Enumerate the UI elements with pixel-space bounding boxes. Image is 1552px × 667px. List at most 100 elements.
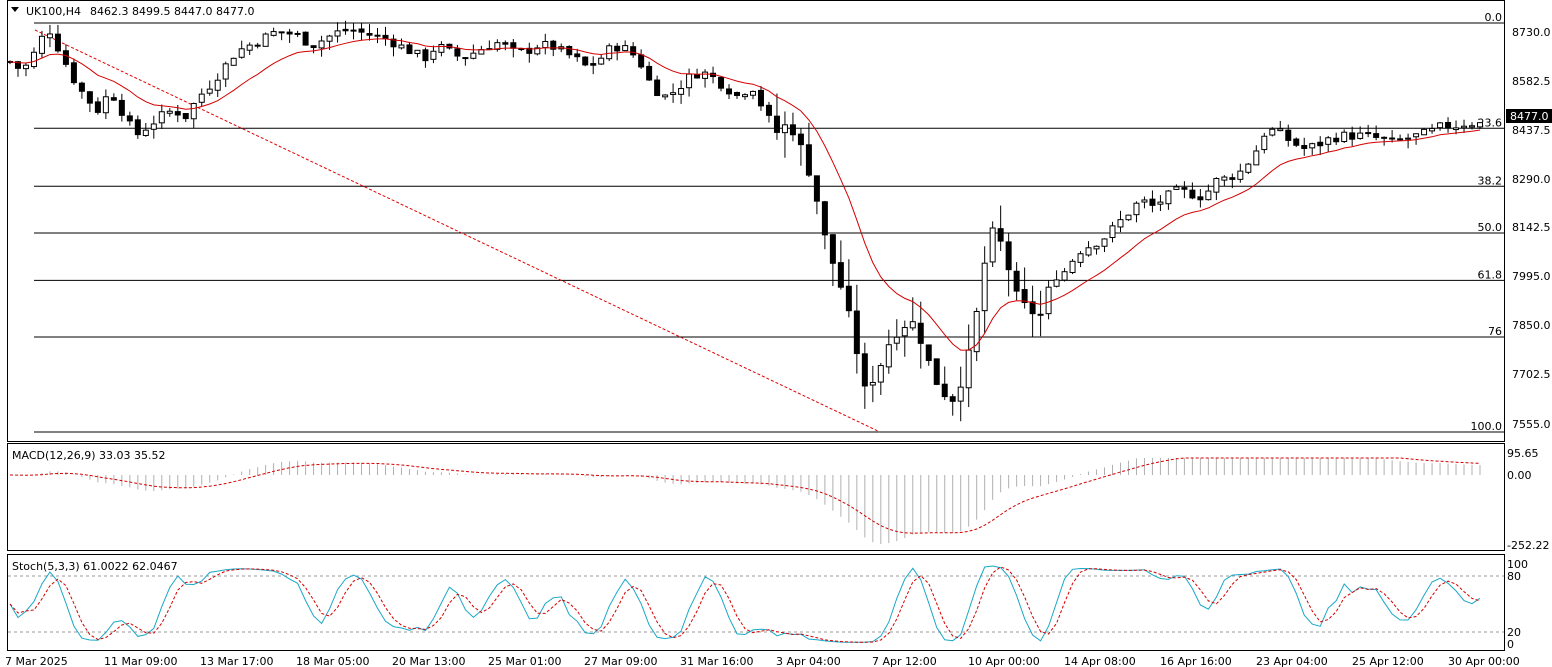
time-tick: 30 Apr 00:00 — [1448, 655, 1520, 667]
candle-body — [869, 381, 876, 386]
candle-body — [1189, 189, 1196, 199]
candle-body — [1093, 245, 1100, 250]
ohlc-values: 8462.3 8499.5 8447.0 8477.0 — [90, 5, 254, 18]
candle-body — [614, 45, 621, 52]
candle-body — [965, 349, 972, 389]
candle-body — [1309, 143, 1316, 149]
candle-body — [813, 175, 820, 202]
candle-body — [310, 45, 317, 49]
candle-body — [821, 201, 828, 236]
candle-body — [190, 102, 197, 120]
symbol-label[interactable]: UK100,H4 — [26, 5, 81, 18]
candle-body — [742, 94, 748, 98]
candle-body — [414, 49, 421, 55]
candle-body — [118, 99, 125, 116]
candle-body — [566, 46, 573, 56]
stoch-axis-tick: 0 — [1507, 638, 1514, 651]
price-axis[interactable]: 8730.0 8582.5 8437.5 8290.0 8142.5 7995.… — [1512, 26, 1551, 431]
candle-body — [574, 53, 581, 58]
candle-body — [142, 129, 149, 136]
current-price-tag — [1506, 109, 1552, 123]
candle-body — [949, 396, 956, 402]
candle-body — [422, 49, 429, 62]
candle-body — [1269, 128, 1276, 136]
price-tick: 7995.0 — [1512, 270, 1551, 283]
candle-body — [1381, 136, 1388, 139]
candle-body — [1117, 219, 1124, 228]
candle-body — [382, 34, 389, 40]
candle-body — [622, 45, 629, 52]
candle-body — [638, 54, 645, 68]
candle-body — [1085, 247, 1092, 256]
main-price-pane[interactable] — [7, 0, 1505, 442]
candle-body — [14, 61, 21, 69]
candle-body — [270, 31, 277, 36]
candle-body — [686, 73, 693, 89]
fib-level-label: 61.8 — [1478, 268, 1503, 281]
price-tick: 8437.5 — [1512, 124, 1551, 137]
candle-body — [662, 94, 669, 98]
candle-body — [837, 262, 844, 288]
candle-body — [350, 29, 357, 32]
price-tick: 8582.5 — [1512, 75, 1551, 88]
candle-body — [1245, 163, 1252, 173]
candle-body — [1429, 127, 1436, 132]
price-tick: 7702.5 — [1512, 368, 1551, 381]
stoch-signal-line — [9, 566, 1481, 643]
candle-body — [542, 40, 549, 49]
time-tick: 25 Mar 01:00 — [488, 655, 561, 667]
candle-body — [326, 35, 333, 42]
candle-body — [877, 365, 884, 383]
candle-body — [1453, 127, 1460, 131]
candle-body — [1013, 270, 1020, 292]
candle-body — [406, 44, 413, 55]
candle-body — [1133, 202, 1140, 216]
candle-body — [430, 50, 437, 60]
candle-body — [646, 65, 653, 81]
candle-body — [1173, 186, 1180, 190]
trend-line[interactable] — [34, 29, 881, 433]
symbol-dropdown-icon[interactable] — [11, 7, 19, 12]
candle-body — [1125, 214, 1132, 221]
time-tick: 11 Mar 09:00 — [104, 655, 177, 667]
candle-body — [110, 97, 117, 101]
candle-body — [86, 91, 93, 104]
time-tick: 18 Mar 05:00 — [296, 655, 369, 667]
candle-body — [438, 44, 445, 53]
candle-body — [302, 31, 309, 46]
candle-body — [1021, 289, 1028, 304]
candle-body — [1213, 178, 1220, 193]
candle-body — [1053, 279, 1060, 287]
candle-body — [1317, 141, 1324, 147]
macd-pane[interactable] — [7, 443, 1505, 551]
candle-body — [1181, 187, 1188, 190]
candle-body — [374, 34, 381, 37]
candle-body — [30, 51, 37, 68]
candle-body — [702, 71, 709, 79]
stoch-pane[interactable] — [7, 554, 1505, 651]
time-axis[interactable]: 7 Mar 2025 11 Mar 09:00 13 Mar 17:00 18 … — [5, 655, 1520, 667]
candle-body — [166, 110, 173, 114]
candle-body — [734, 91, 741, 96]
candles — [7, 20, 1483, 422]
candle-body — [829, 234, 836, 264]
stoch-label: Stoch(5,3,3) 61.0022 62.0467 — [12, 560, 178, 573]
candle-body — [214, 79, 221, 91]
time-tick: 7 Apr 12:00 — [872, 655, 937, 667]
candle-body — [718, 76, 725, 89]
candle-body — [654, 79, 661, 97]
candle-body — [997, 228, 1004, 242]
candle-body — [358, 28, 365, 33]
time-tick: 10 Apr 00:00 — [968, 655, 1040, 667]
fibonacci-retracement[interactable]: 0.0 23.6 38.2 50.0 61.8 76 100.0 — [34, 11, 1504, 433]
candle-body — [494, 42, 501, 50]
candle-body — [1045, 286, 1052, 315]
candle-body — [1221, 176, 1228, 181]
candle-body — [94, 101, 101, 113]
candle-body — [246, 44, 253, 51]
candle-body — [1277, 128, 1284, 132]
candle-body — [222, 63, 229, 80]
candle-body — [1261, 135, 1268, 151]
candle-body — [526, 47, 533, 54]
